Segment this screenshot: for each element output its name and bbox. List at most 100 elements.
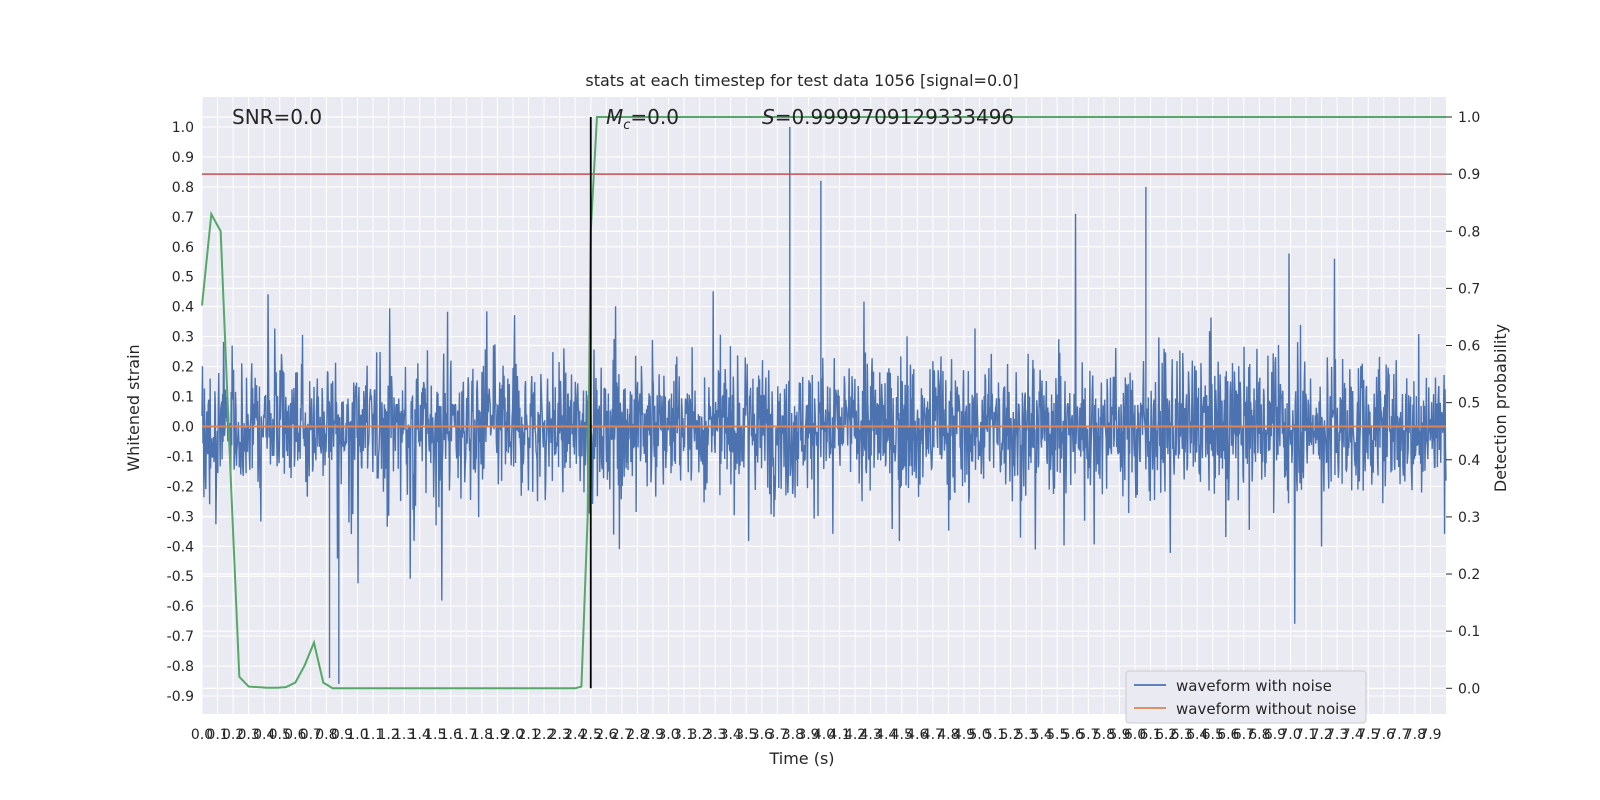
legend-label-clean: waveform without noise [1176, 700, 1356, 718]
y-tick-label-left: -0.4 [167, 539, 194, 555]
x-tick-label: 2.2 [533, 727, 555, 743]
x-tick-label: 4.5 [891, 727, 913, 743]
x-tick-label: 4.0 [813, 727, 835, 743]
annotation-chirp-mass: Mc=0.0 [606, 105, 679, 133]
x-tick-label: 6.9 [1264, 727, 1286, 743]
x-tick-label: 2.8 [626, 727, 648, 743]
y-tick-label-left: 0.4 [172, 300, 194, 316]
annotation-chirp-mass-subscript: c [623, 118, 630, 133]
y-axis-label-right: Detection probability [1491, 324, 1510, 492]
x-tick-label: 2.1 [517, 727, 539, 743]
x-tick-label: 1.6 [440, 727, 462, 743]
x-tick-label: 4.4 [875, 727, 897, 743]
x-tick-label: 6.3 [1171, 727, 1193, 743]
x-tick-label: 0.8 [315, 727, 337, 743]
x-tick-label: 1.5 [424, 727, 446, 743]
x-tick-label: 2.0 [502, 727, 524, 743]
y-tick-label-left: 0.7 [172, 210, 194, 226]
x-tick-label: 6.0 [1124, 727, 1146, 743]
x-tick-label: 4.6 [906, 727, 928, 743]
x-tick-label: 6.4 [1186, 727, 1208, 743]
y-tick-label-left: -0.6 [167, 599, 194, 615]
x-tick-label: 7.8 [1404, 727, 1426, 743]
y-tick-label-left: -0.1 [167, 449, 194, 465]
x-tick-label: 1.4 [409, 727, 431, 743]
y-tick-label-left: 0.0 [172, 419, 194, 435]
x-tick-label: 4.8 [937, 727, 959, 743]
x-tick-label: 4.7 [922, 727, 944, 743]
x-tick-label: 1.7 [455, 727, 477, 743]
series-layer [201, 116, 1447, 690]
x-tick-label: 4.9 [953, 727, 975, 743]
annotation-score: S=0.9999709129333496 [762, 105, 1014, 129]
annotation-score-value: =0.9999709129333496 [775, 105, 1014, 129]
x-tick-label: 2.7 [611, 727, 633, 743]
annotation-chirp-mass-symbol: M [606, 105, 623, 129]
x-tick-label: 2.3 [549, 727, 571, 743]
x-tick-label: 4.2 [844, 727, 866, 743]
series-waveform-with-noise [201, 126, 1447, 685]
x-tick-label: 1.9 [486, 727, 508, 743]
y-tick-label-left: -0.2 [167, 479, 194, 495]
y-tick-label-right: 0.6 [1458, 339, 1480, 355]
x-tick-label: 1.3 [393, 727, 415, 743]
x-tick-label: 0.4 [253, 727, 275, 743]
x-tick-label: 1.0 [346, 727, 368, 743]
x-tick-label: 6.7 [1233, 727, 1255, 743]
x-tick-label: 7.3 [1326, 727, 1348, 743]
legend-label-noise: waveform with noise [1176, 677, 1332, 695]
x-tick-label: 0.1 [206, 727, 228, 743]
chart-title: stats at each timestep for test data 105… [585, 71, 1018, 90]
y-tick-label-left: 0.6 [172, 240, 194, 256]
legend-frame [1125, 670, 1367, 724]
x-tick-label: 6.8 [1248, 727, 1270, 743]
x-tick-label: 1.8 [471, 727, 493, 743]
y-tick-label-left: 0.1 [172, 390, 194, 406]
x-tick-label: 5.2 [999, 727, 1021, 743]
x-tick-label: 7.1 [1295, 727, 1317, 743]
y-tick-label-left: -0.7 [167, 629, 194, 645]
y-tick-label-right: 0.9 [1458, 167, 1480, 183]
x-tick-label: 5.3 [1015, 727, 1037, 743]
y-axis-label-left: Whitened strain [124, 344, 143, 471]
y-tick-label-left: 0.5 [172, 270, 194, 286]
x-tick-label: 7.6 [1373, 727, 1395, 743]
x-tick-label: 3.6 [751, 727, 773, 743]
series-detection-probability [201, 116, 1446, 690]
x-tick-label: 2.4 [564, 727, 586, 743]
axes: 0.00.10.20.30.40.50.60.70.80.91.01.11.21… [167, 110, 1481, 743]
y-tick-label-right: 0.1 [1458, 624, 1480, 640]
y-tick-label-left: 1.0 [172, 120, 194, 136]
legend: waveform with noise waveform without noi… [1125, 670, 1367, 724]
y-tick-label-right: 0.0 [1458, 681, 1480, 697]
x-tick-label: 0.6 [284, 727, 306, 743]
x-tick-label: 7.9 [1419, 727, 1441, 743]
y-tick-label-left: -0.9 [167, 689, 194, 705]
x-tick-label: 2.5 [580, 727, 602, 743]
x-tick-label: 1.1 [362, 727, 384, 743]
y-tick-label-right: 0.4 [1458, 453, 1480, 469]
x-tick-label: 7.7 [1388, 727, 1410, 743]
x-tick-label: 1.2 [377, 727, 399, 743]
x-tick-label: 3.0 [657, 727, 679, 743]
x-tick-label: 7.2 [1310, 727, 1332, 743]
annotation-chirp-mass-value: =0.0 [630, 105, 679, 129]
x-tick-label: 7.4 [1342, 727, 1364, 743]
x-tick-label: 4.1 [828, 727, 850, 743]
x-tick-label: 3.1 [673, 727, 695, 743]
x-tick-label: 2.9 [642, 727, 664, 743]
y-tick-label-right: 0.7 [1458, 281, 1480, 297]
y-tick-label-left: -0.3 [167, 509, 194, 525]
x-tick-label: 3.4 [720, 727, 742, 743]
y-tick-label-left: -0.5 [167, 569, 194, 585]
annotation-snr: SNR=0.0 [232, 105, 322, 129]
x-tick-label: 4.3 [860, 727, 882, 743]
x-tick-label: 3.8 [782, 727, 804, 743]
x-tick-label: 5.9 [1108, 727, 1130, 743]
y-tick-label-left: 0.8 [172, 180, 194, 196]
x-tick-label: 0.9 [331, 727, 353, 743]
x-tick-label: 3.2 [688, 727, 710, 743]
y-tick-label-left: 0.9 [172, 150, 194, 166]
x-tick-label: 0.5 [269, 727, 291, 743]
